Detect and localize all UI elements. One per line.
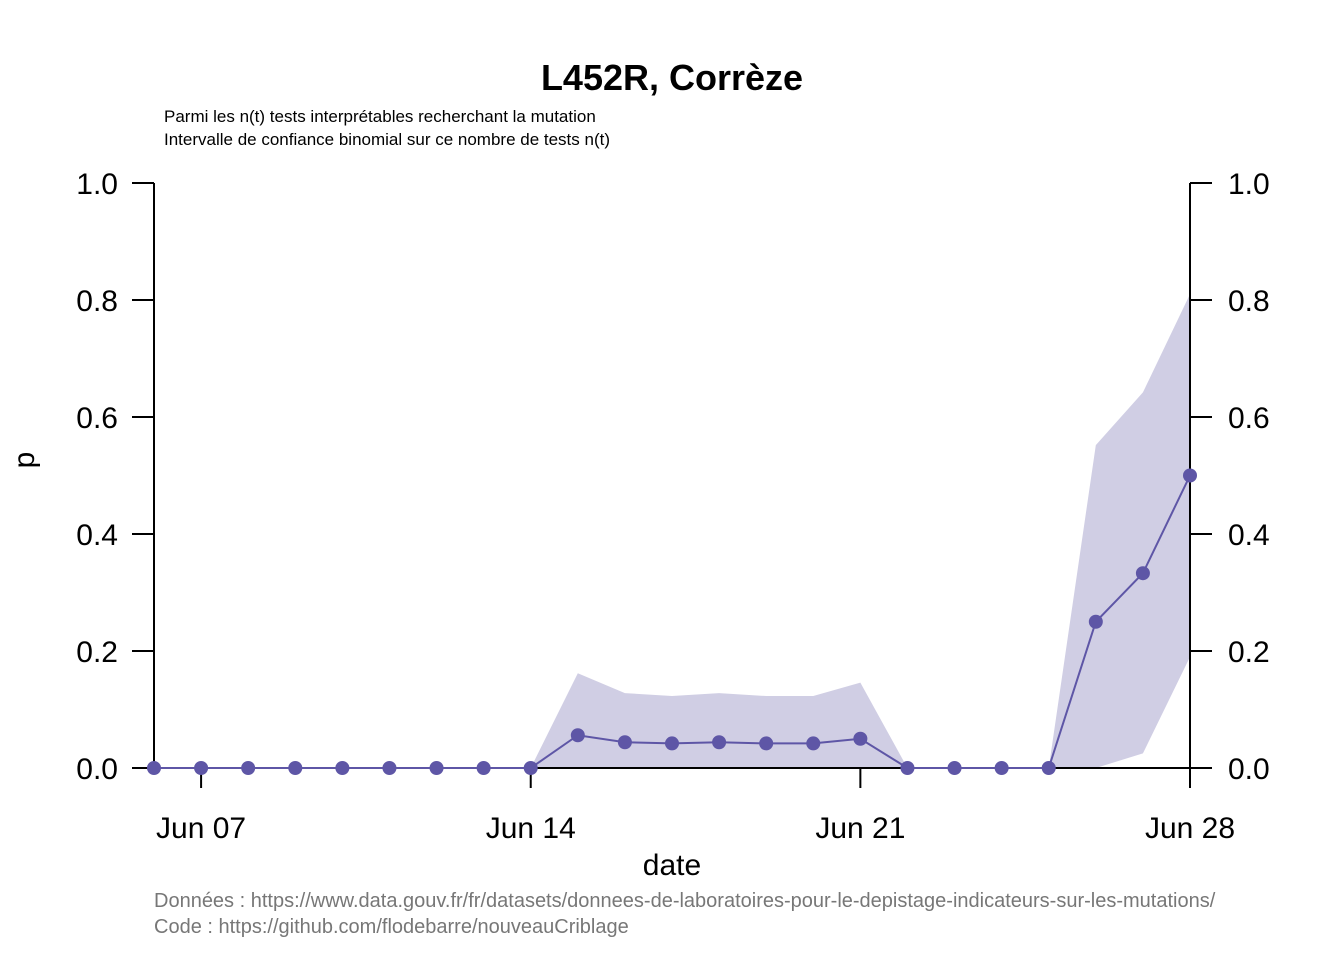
- x-tick-label: Jun 21: [815, 812, 905, 845]
- data-point: [382, 761, 397, 775]
- data-point: [570, 728, 585, 743]
- data-point: [759, 736, 774, 751]
- caption-code-source: Code : https://github.com/flodebarre/nou…: [154, 916, 629, 938]
- axes: 0.0 0.0 0.2 0.2 0.4 0.4 0.6 0.6 0.8 0.8 1.0 1.0 Jun …: [76, 168, 1269, 845]
- caption-data-source: Données : https://www.data.gouv.fr/fr/da…: [154, 890, 1216, 912]
- chart-title: L452R, Corrèze: [541, 57, 803, 98]
- x-tick-label: Jun 28: [1145, 812, 1235, 845]
- y-tick-label-right: 0.0: [1228, 753, 1270, 786]
- data-point: [476, 761, 491, 775]
- y-tick-label-left: 0.8: [76, 285, 118, 318]
- data-point: [194, 761, 209, 775]
- subtitle-line-2: Intervalle de confiance binomial sur ce …: [164, 130, 610, 149]
- data-point: [523, 761, 538, 775]
- data-point: [665, 736, 679, 751]
- y-tick-label-left: 1.0: [76, 168, 118, 201]
- data-point: [288, 761, 303, 775]
- y-axis-label: p: [8, 452, 41, 469]
- data-point: [1088, 614, 1103, 629]
- data-point: [1135, 566, 1150, 581]
- data-point: [1041, 761, 1056, 775]
- data-point: [947, 761, 962, 775]
- y-tick-label-left: 0.2: [76, 636, 118, 669]
- y-tick-label-right: 0.6: [1228, 402, 1270, 435]
- data-point: [429, 761, 444, 775]
- data-point: [617, 735, 632, 750]
- x-axis-label: date: [643, 849, 701, 882]
- data-point: [853, 731, 868, 746]
- data-point: [712, 735, 727, 750]
- series-layer: [147, 468, 1197, 775]
- data-point: [994, 761, 1009, 775]
- x-tick-label: Jun 07: [156, 812, 246, 845]
- y-tick-label-right: 0.4: [1228, 519, 1270, 552]
- y-tick-label-left: 0.0: [76, 753, 118, 786]
- data-point: [147, 761, 161, 775]
- data-point: [900, 761, 915, 775]
- data-point: [335, 761, 350, 775]
- y-tick-label-right: 0.8: [1228, 285, 1270, 318]
- y-tick-label-left: 0.6: [76, 402, 118, 435]
- confidence-band: [154, 294, 1190, 768]
- data-point: [241, 761, 256, 775]
- data-point: [806, 736, 821, 751]
- y-tick-label-right: 0.2: [1228, 636, 1270, 669]
- y-tick-label-right: 1.0: [1228, 168, 1270, 201]
- x-tick-label: Jun 14: [486, 812, 576, 845]
- subtitle-line-1: Parmi les n(t) tests interprétables rech…: [164, 107, 596, 126]
- ci-band-layer: [154, 294, 1190, 768]
- data-point: [1183, 468, 1197, 483]
- y-tick-label-left: 0.4: [76, 519, 118, 552]
